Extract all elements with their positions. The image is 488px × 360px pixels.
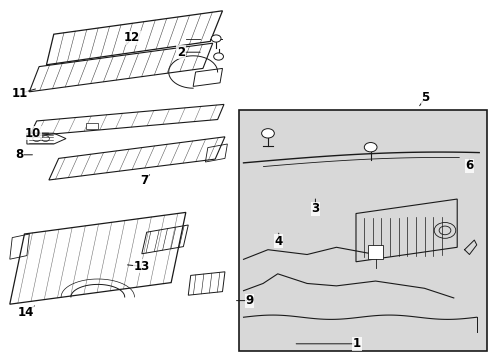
Text: 13: 13	[133, 260, 150, 273]
Text: 10: 10	[25, 127, 41, 140]
Text: 12: 12	[123, 31, 140, 44]
Text: 5: 5	[421, 91, 428, 104]
Text: 4: 4	[274, 235, 282, 248]
Circle shape	[211, 35, 221, 42]
Bar	[85, 123, 98, 129]
Text: 6: 6	[465, 159, 472, 172]
Text: 3: 3	[311, 202, 319, 215]
Text: 1: 1	[352, 337, 360, 350]
Text: 7: 7	[140, 174, 148, 186]
Text: 11: 11	[11, 87, 28, 100]
Circle shape	[364, 143, 376, 152]
Bar	[238, 110, 486, 351]
Circle shape	[261, 129, 274, 138]
Bar	[367, 245, 382, 259]
Text: 14: 14	[17, 306, 34, 319]
Text: 8: 8	[16, 148, 23, 161]
Text: 2: 2	[177, 46, 184, 59]
Circle shape	[213, 53, 223, 60]
Text: 9: 9	[245, 294, 253, 307]
